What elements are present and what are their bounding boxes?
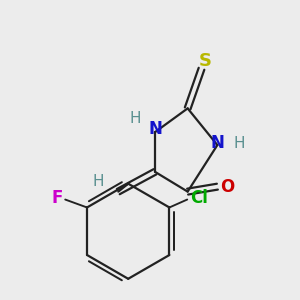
Text: F: F	[52, 189, 63, 207]
Text: H: H	[233, 136, 245, 151]
Text: Cl: Cl	[190, 189, 208, 207]
Text: H: H	[129, 111, 141, 126]
Text: N: N	[210, 134, 224, 152]
Text: H: H	[93, 174, 104, 189]
Text: O: O	[220, 178, 234, 196]
Text: S: S	[199, 52, 212, 70]
Text: N: N	[148, 120, 162, 138]
